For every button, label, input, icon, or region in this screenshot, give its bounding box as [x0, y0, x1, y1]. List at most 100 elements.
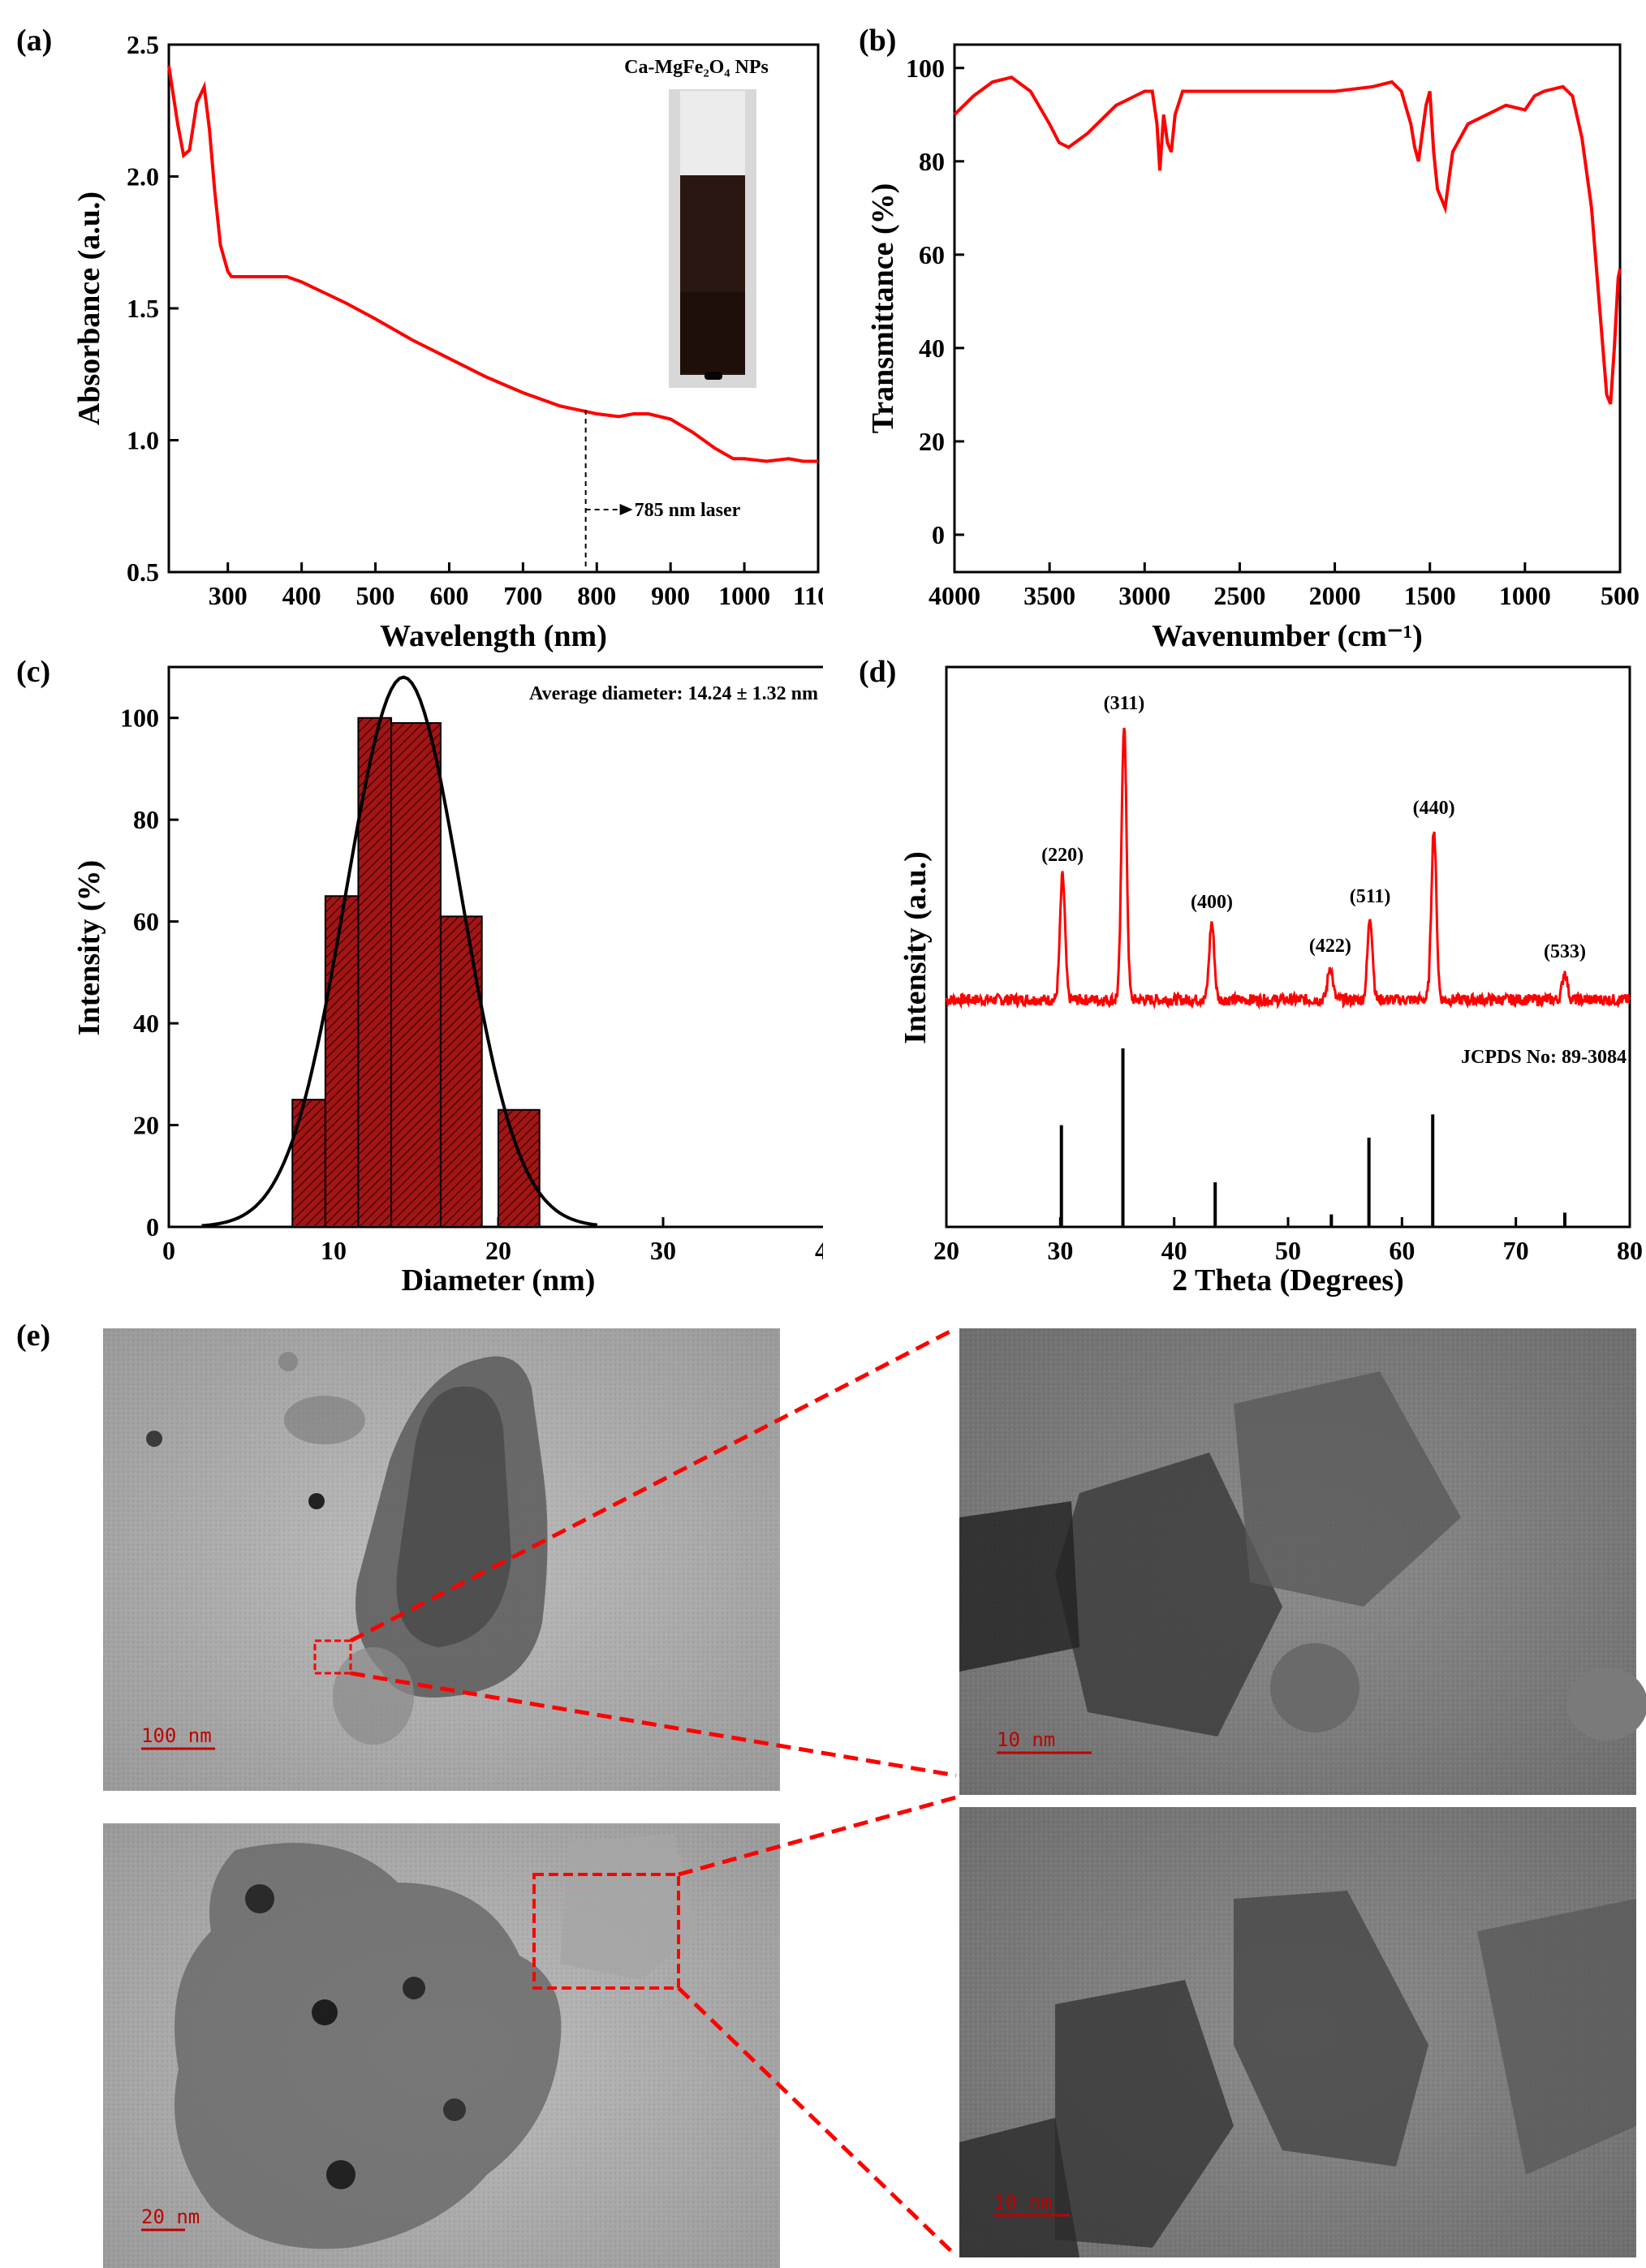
x-tick-label: 40: [1161, 1236, 1187, 1265]
x-tick-label: 700: [503, 581, 542, 610]
x-tick-label: 3500: [1023, 581, 1075, 610]
y-axis-title-a: Absorbance (a.u.): [72, 192, 106, 425]
histogram-bars: [291, 717, 541, 1229]
x-tick-label: 4000: [929, 581, 980, 610]
y-tick-label: 2.5: [127, 30, 159, 59]
x-tick-label: 20: [485, 1236, 511, 1265]
y-tick-label: 20: [919, 427, 945, 456]
peak-label: (400): [1191, 892, 1233, 913]
panel-label-b: (b): [859, 24, 896, 58]
zoom-box-top: [313, 1639, 352, 1675]
y-tick-label: 0: [146, 1212, 159, 1242]
y-tick-label: 0: [932, 520, 945, 549]
plot-frame-b: [953, 43, 1622, 574]
axis-ticks-c: 0 10 20 30 40 0 20 40 60 80 100: [120, 704, 823, 1265]
panel-label-d: (d): [859, 655, 896, 689]
y-tick-label: 2.0: [127, 162, 159, 192]
laser-label: 785 nm laser: [635, 500, 741, 521]
x-tick-label: 600: [429, 581, 468, 610]
x-axis-title-c: Diameter (nm): [402, 1263, 596, 1298]
y-tick-label: 20: [133, 1111, 159, 1140]
x-axis-title-a: Wavelength (nm): [380, 619, 607, 653]
x-tick-label: 400: [282, 581, 321, 610]
x-tick-label: 10: [321, 1236, 347, 1265]
x-tick-label: 0: [162, 1236, 175, 1265]
x-tick-label: 70: [1503, 1236, 1529, 1265]
y-tick-label: 60: [919, 240, 945, 269]
peak-label: (533): [1544, 941, 1586, 962]
x-tick-label: 2000: [1309, 581, 1361, 610]
x-tick-label: 40: [815, 1236, 823, 1265]
y-tick-label: 100: [120, 704, 159, 733]
plot-frame-d: [945, 665, 1631, 1229]
axis-ticks-d: 20 30 40 50 60 70 80: [933, 1217, 1643, 1265]
x-tick-label: 1000: [1499, 581, 1551, 610]
x-tick-label: 3000: [1118, 581, 1170, 610]
axis-ticks-a: 300 400 500 600 700 800 900 1000 1100 0.5 1.0 1.5 2.…: [127, 30, 823, 610]
cuvette-inset: Ca-MgFe₂O₄ NPs: [624, 57, 769, 388]
x-axis-title-b: Wavenumber (cm⁻¹): [1152, 619, 1423, 653]
x-tick-label: 60: [1389, 1236, 1415, 1265]
zoom-connector-bottom-1: [678, 1795, 957, 1877]
x-tick-label: 500: [1601, 581, 1640, 610]
y-axis-title-b: Transmittance (%): [866, 183, 900, 434]
peak-label: (422): [1309, 936, 1351, 957]
reference-lines: [1059, 1048, 1567, 1227]
x-axis-title-d: 2 Theta (Degrees): [1172, 1263, 1404, 1298]
histogram-bar: [291, 1099, 326, 1228]
peak-label: (511): [1350, 886, 1391, 907]
tem-overview-image: 100 nm: [103, 1328, 780, 1791]
x-tick-label: 20: [933, 1236, 959, 1265]
absorbance-curve: [167, 65, 818, 463]
histogram-bar: [390, 722, 442, 1228]
axis-ticks-b: 4000 3500 3000 2500 2000 1500 1000 500 0 20 40 60 80…: [906, 54, 1640, 610]
transmittance-curve: [953, 75, 1622, 405]
hrtem-bottom-image: 10 nm: [959, 1807, 1636, 2257]
average-diameter-label: Average diameter: 14.24 ± 1.32 nm: [529, 683, 818, 704]
y-tick-label: 0.5: [127, 557, 159, 587]
zoom-connector-top-2: [350, 1671, 957, 1778]
laser-annotation: 785 nm laser: [584, 410, 741, 568]
y-axis-title-c: Intensity (%): [72, 860, 106, 1035]
scale-label-10nm-bottom: 10 nm: [993, 2191, 1052, 2214]
y-tick-label: 1.5: [127, 294, 159, 323]
scale-label-20nm: 20 nm: [141, 2206, 200, 2228]
panel-label-a: (a): [16, 24, 52, 58]
histogram-bar: [498, 1108, 541, 1229]
chart-c: (c) 0 10 20 30 40 0 20 40 60 80 100 Average diamet…: [16, 655, 823, 1298]
scale-label-10nm-top: 10 nm: [997, 1728, 1055, 1751]
y-tick-label: 80: [919, 147, 945, 176]
x-tick-label: 800: [577, 581, 616, 610]
x-tick-label: 80: [1617, 1236, 1643, 1265]
x-tick-label: 900: [651, 581, 690, 610]
panel-label-c: (c): [16, 655, 50, 689]
scale-label-100nm: 100 nm: [141, 1724, 212, 1747]
x-tick-label: 50: [1275, 1236, 1301, 1265]
plot-frame-c: [167, 665, 823, 1229]
x-tick-label: 2500: [1213, 581, 1265, 610]
x-tick-label: 1100: [793, 581, 823, 610]
chart-b: (b) 4000 3500 3000 2500 2000 1500 1000 50002040…: [859, 24, 1640, 653]
x-tick-label: 30: [650, 1236, 676, 1265]
panel-label-e: (e): [16, 1319, 50, 1353]
hrtem-top-image: 10 nm: [959, 1328, 1646, 1795]
y-axis-title-d-visible: Intensity (a.u.): [898, 851, 933, 1044]
x-tick-label: 500: [356, 581, 395, 610]
xrd-pattern: [945, 727, 1631, 1010]
histogram-bar: [439, 915, 483, 1228]
x-tick-label: 1000: [718, 581, 770, 610]
zoom-box-bottom: [532, 1873, 680, 1990]
y-tick-label: 100: [906, 54, 945, 83]
gaussian-fit-curve: [201, 675, 598, 1228]
x-tick-label: 1500: [1404, 581, 1456, 610]
chart-a: (a) 300 400 500 600 700 800 900 1000 1100 0.5 1.0 1…: [16, 24, 823, 653]
tem-panel: (e) 100 nm 10 nm: [16, 1319, 1646, 2268]
chart-d: (d) 20 30 40 50 60 70 80 (220)(311)(400)(422)(…: [859, 655, 1643, 1298]
histogram-bar: [357, 717, 393, 1228]
y-tick-label: 80: [133, 805, 159, 834]
y-tick-label: 40: [919, 334, 945, 363]
peak-label: (220): [1041, 845, 1084, 866]
y-tick-label: 40: [133, 1009, 159, 1038]
histogram-bar: [324, 895, 360, 1228]
y-tick-label: 60: [133, 907, 159, 936]
